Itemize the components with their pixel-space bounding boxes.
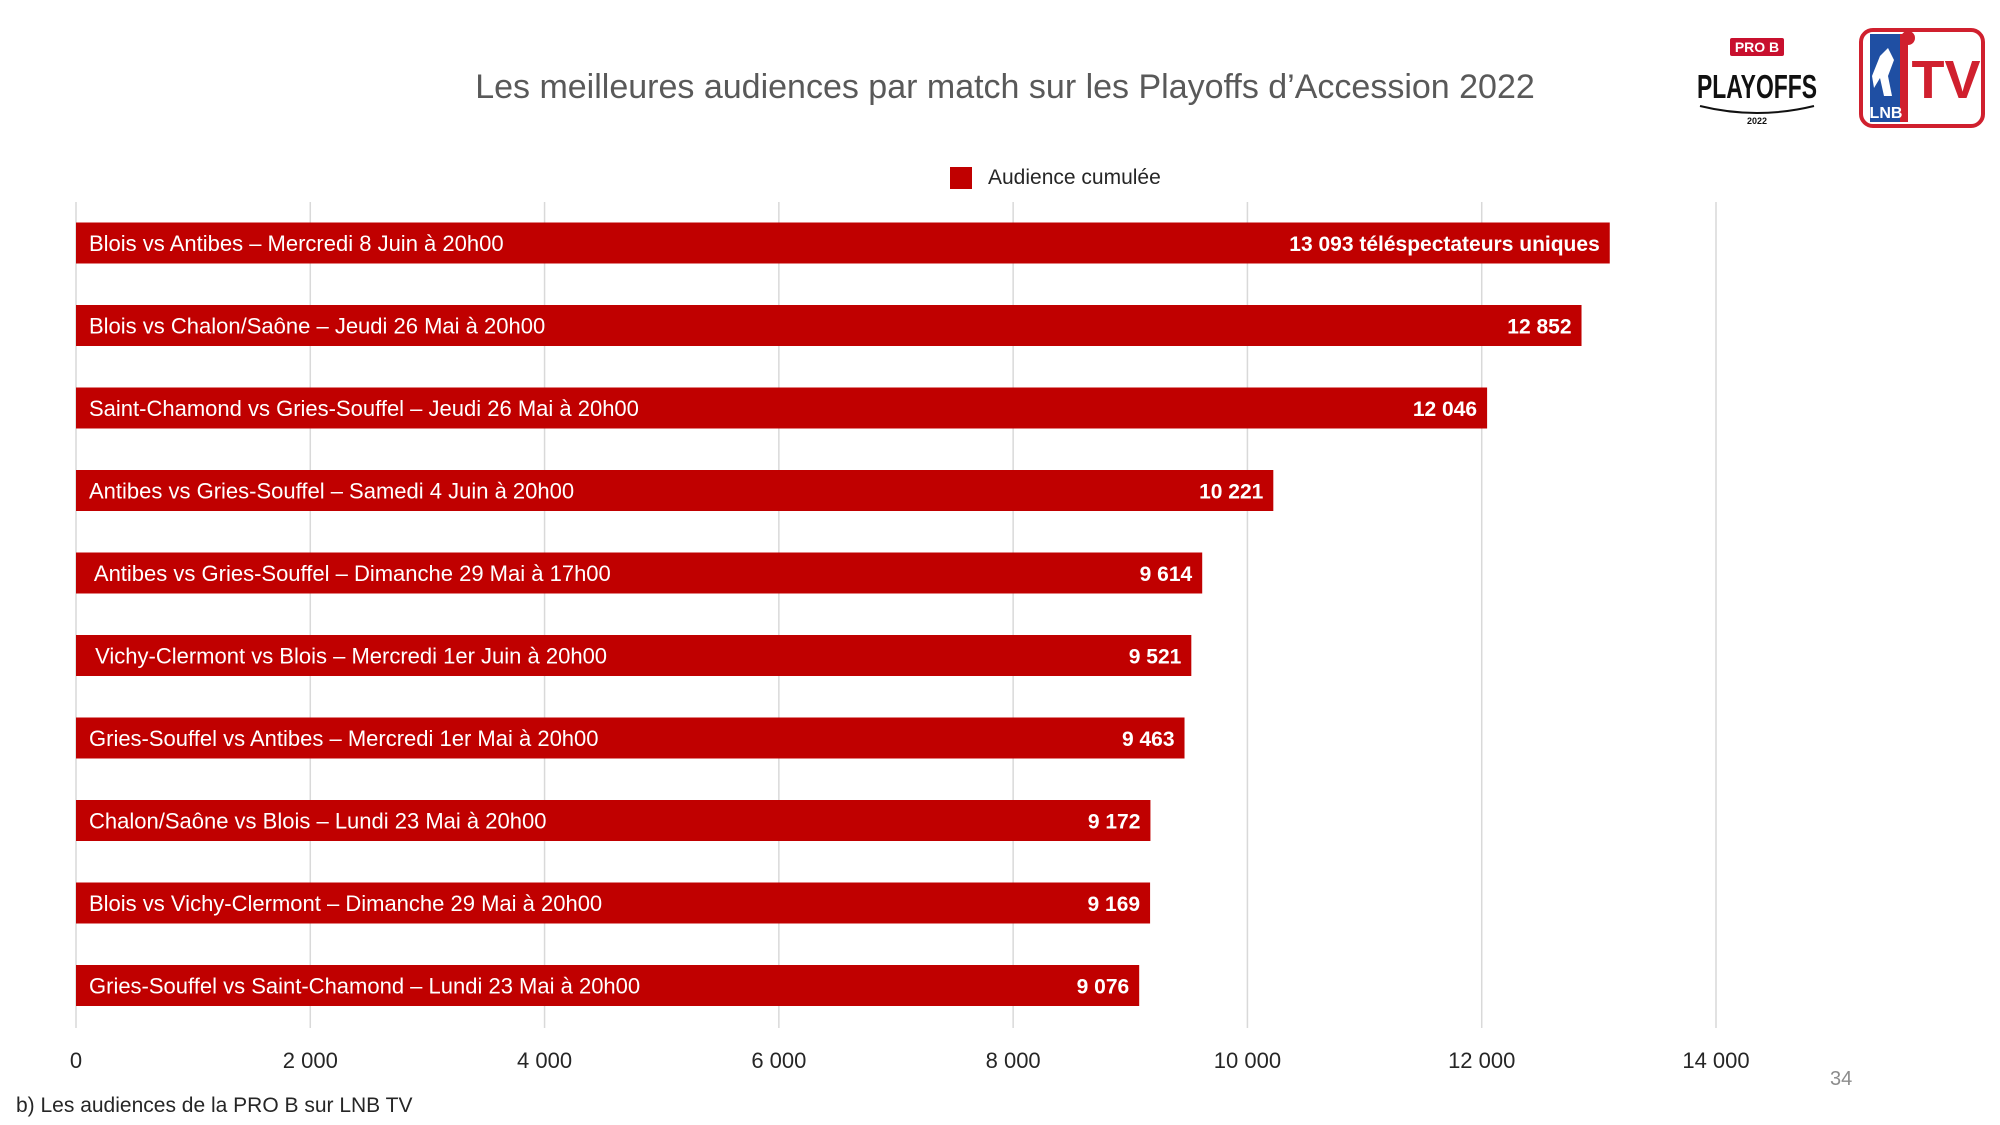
bar	[76, 222, 1610, 264]
chart-title: Les meilleures audiences par match sur l…	[475, 68, 1535, 106]
bar-category-label: Chalon/Saône vs Blois – Lundi 23 Mai à 2…	[89, 809, 546, 834]
playoffs-year: 2022	[1747, 116, 1767, 126]
basketball-icon	[1901, 31, 1915, 45]
bar-value-label: 9 521	[1129, 646, 1182, 669]
bar-category-label: Gries-Souffel vs Saint-Chamond – Lundi 2…	[89, 974, 640, 999]
bar-value-label: 10 221	[1199, 481, 1264, 504]
chart-legend: Audience cumulée	[950, 166, 1161, 190]
bar-value-label: 9 172	[1088, 811, 1141, 834]
x-tick-label: 10 000	[1214, 1048, 1281, 1073]
bar	[76, 965, 1140, 1006]
bar-value-label: 9 463	[1122, 728, 1175, 751]
playoffs-wordmark: PLAYOFFS	[1697, 68, 1817, 105]
bar-value-label: 9 076	[1077, 976, 1130, 999]
bar	[76, 552, 1203, 594]
bar-category-label: Vichy-Clermont vs Blois – Mercredi 1er J…	[89, 644, 607, 669]
bar-category-label: Blois vs Vichy-Clermont – Dimanche 29 Ma…	[89, 891, 602, 916]
bar-category-label: Gries-Souffel vs Antibes – Mercredi 1er …	[89, 726, 599, 751]
page-number: 34	[1830, 1068, 1853, 1090]
lnb-letters: LNB	[1870, 105, 1903, 122]
bar-value-label: 9 614	[1140, 563, 1193, 586]
bar	[76, 882, 1151, 924]
bar-category-label: Saint-Chamond vs Gries-Souffel – Jeudi 2…	[89, 396, 639, 421]
playoffs-badge	[1730, 38, 1784, 56]
x-tick-label: 0	[70, 1048, 82, 1073]
bar	[76, 800, 1151, 841]
bar	[76, 305, 1582, 346]
bar-value-label: 9 169	[1088, 893, 1141, 916]
bar	[76, 635, 1192, 676]
bar-category-label: Antibes vs Gries-Souffel – Dimanche 29 M…	[89, 561, 611, 586]
x-tick-label: 8 000	[986, 1048, 1041, 1073]
footnote: b) Les audiences de la PRO B sur LNB TV	[16, 1094, 413, 1117]
bar-category-label: Antibes vs Gries-Souffel – Samedi 4 Juin…	[89, 479, 574, 504]
bar-value-label: 13 093 téléspectateurs uniques	[1289, 233, 1599, 256]
x-tick-label: 4 000	[517, 1048, 572, 1073]
player-silhouette-icon	[1872, 48, 1894, 96]
x-tick-label: 14 000	[1682, 1048, 1749, 1073]
bar	[76, 387, 1488, 429]
bar	[76, 717, 1185, 759]
bar-category-label: Blois vs Antibes – Mercredi 8 Juin à 20h…	[89, 231, 504, 256]
x-tick-label: 12 000	[1448, 1048, 1515, 1073]
legend-label: Audience cumulée	[988, 166, 1161, 189]
lnbtv-logo: LNB TV	[1859, 28, 1985, 128]
playoffs-logo: PRO B PLAYOFFS 2022	[1697, 38, 1817, 126]
playoffs-badge-text: PRO B	[1735, 39, 1779, 55]
bar	[76, 470, 1274, 511]
bar-value-label: 12 852	[1507, 316, 1571, 339]
x-tick-label: 6 000	[751, 1048, 806, 1073]
bar-category-label: Blois vs Chalon/Saône – Jeudi 26 Mai à 2…	[89, 314, 545, 339]
x-tick-label: 2 000	[283, 1048, 338, 1073]
legend-swatch	[950, 167, 972, 189]
bar-value-label: 12 046	[1413, 398, 1477, 421]
tv-letters: TV	[1911, 50, 1980, 110]
